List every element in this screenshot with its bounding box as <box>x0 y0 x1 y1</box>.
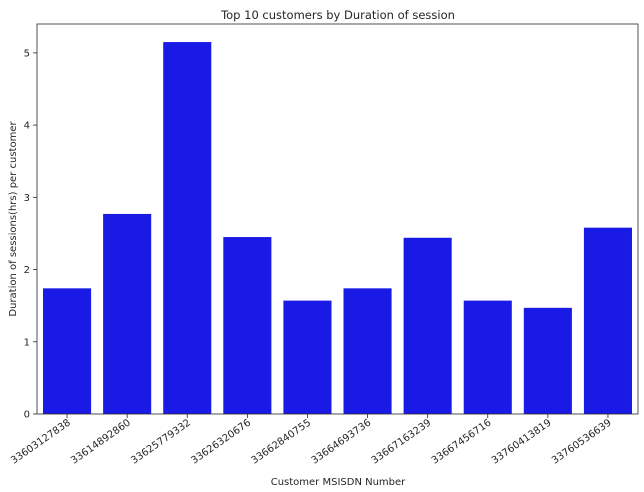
x-tick-label: 33625779332 <box>129 417 193 466</box>
x-axis-label: Customer MSISDN Number <box>271 477 406 488</box>
y-axis: 0 1 2 3 4 5 <box>24 48 37 421</box>
bar-33662840755 <box>283 300 332 414</box>
y-tick-label: 3 <box>24 193 30 204</box>
bars-group <box>43 42 632 415</box>
bar-33760413819 <box>523 307 572 414</box>
bar-33667163239 <box>403 237 452 414</box>
bar-33614892860 <box>103 213 152 414</box>
bar-33667456716 <box>463 300 512 414</box>
x-tick-label: 33760413819 <box>490 417 554 466</box>
y-axis-label: Duration of sessions(hrs) per customer <box>8 121 19 317</box>
bar-33626320676 <box>223 237 272 414</box>
y-tick-label: 0 <box>24 410 30 421</box>
x-tick-label: 33667163239 <box>370 417 434 466</box>
y-tick-label: 4 <box>24 121 30 132</box>
x-tick-label: 33664693736 <box>310 417 374 466</box>
x-tick-label: 33626320676 <box>189 417 253 466</box>
bar-33760536639 <box>583 227 632 414</box>
x-tick-label: 33760536639 <box>550 417 614 466</box>
y-tick-label: 5 <box>24 48 30 59</box>
bar-33625779332 <box>163 42 212 415</box>
y-tick-label: 2 <box>24 265 30 276</box>
plot-frame <box>36 23 639 415</box>
bar-33664693736 <box>343 288 392 414</box>
x-tick-label: 33667456716 <box>430 417 494 466</box>
y-tick-label: 1 <box>24 337 30 348</box>
chart-title: Top 10 customers by Duration of session <box>220 8 455 22</box>
x-axis: 3360312783833614892860336257793323362632… <box>9 414 614 467</box>
x-tick-label: 33603127838 <box>9 417 73 466</box>
x-tick-label: 33662840755 <box>250 417 314 466</box>
x-tick-label: 33614892860 <box>69 417 133 466</box>
bar-33603127838 <box>43 288 92 414</box>
